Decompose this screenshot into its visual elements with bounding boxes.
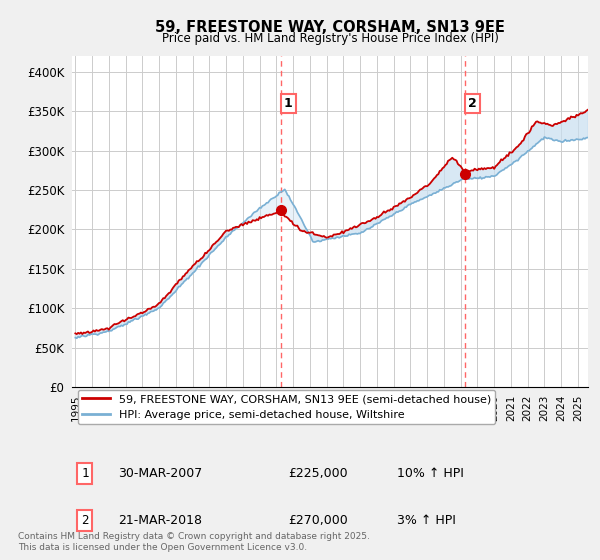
Text: £270,000: £270,000 xyxy=(289,514,349,527)
Text: £225,000: £225,000 xyxy=(289,467,349,480)
Text: 3% ↑ HPI: 3% ↑ HPI xyxy=(397,514,456,527)
Text: Contains HM Land Registry data © Crown copyright and database right 2025.
This d: Contains HM Land Registry data © Crown c… xyxy=(18,532,370,552)
Text: 1: 1 xyxy=(81,467,89,480)
Text: 30-MAR-2007: 30-MAR-2007 xyxy=(118,467,203,480)
Text: 1: 1 xyxy=(284,97,293,110)
Text: Price paid vs. HM Land Registry's House Price Index (HPI): Price paid vs. HM Land Registry's House … xyxy=(161,32,499,45)
Text: 59, FREESTONE WAY, CORSHAM, SN13 9EE: 59, FREESTONE WAY, CORSHAM, SN13 9EE xyxy=(155,20,505,35)
Legend: 59, FREESTONE WAY, CORSHAM, SN13 9EE (semi-detached house), HPI: Average price, : 59, FREESTONE WAY, CORSHAM, SN13 9EE (se… xyxy=(77,390,496,424)
Text: 2: 2 xyxy=(81,514,89,527)
Text: 21-MAR-2018: 21-MAR-2018 xyxy=(118,514,202,527)
Text: 2: 2 xyxy=(468,97,477,110)
Text: 10% ↑ HPI: 10% ↑ HPI xyxy=(397,467,464,480)
